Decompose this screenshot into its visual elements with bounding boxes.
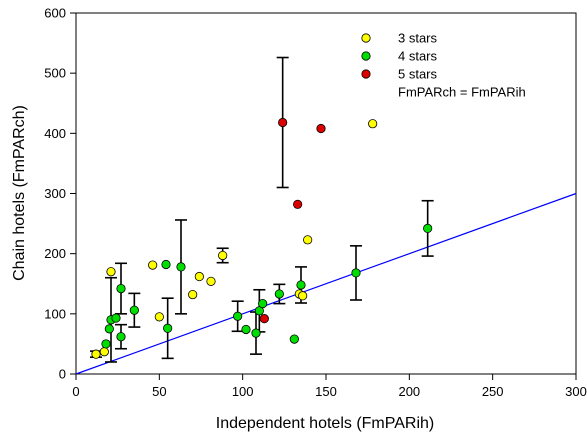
legend-marker: [361, 51, 371, 61]
data-point: [278, 117, 288, 128]
y-tick-label: 300: [44, 186, 66, 201]
x-tick-label: 100: [232, 384, 254, 399]
data-point: [129, 305, 139, 315]
axes: 0 50 100 150 200 250 300 0 100 200 300 400 500 600: [44, 6, 587, 400]
data-point: [194, 271, 204, 282]
data-point: [259, 314, 269, 324]
plot-area: [75, 12, 577, 375]
data-point: [206, 276, 216, 286]
data-point: [176, 262, 186, 272]
legend-label: 4 stars: [398, 49, 438, 64]
legend-marker: [361, 33, 371, 43]
x-axis-title: Independent hotels (FmPARih): [216, 415, 434, 432]
y-axis-title: Chain hotels (FmPARch): [11, 105, 28, 281]
legend-marker: [361, 69, 371, 79]
data-point: [188, 289, 198, 300]
data-point: [274, 289, 284, 299]
y-tick-label: 500: [44, 66, 66, 81]
data-points: [91, 117, 433, 359]
data-point: [298, 291, 308, 301]
plot-frame: [75, 12, 577, 375]
data-point: [316, 123, 326, 134]
data-point: [99, 347, 109, 357]
data-point: [154, 312, 164, 322]
legend-label: 3 stars: [398, 31, 438, 46]
data-point: [91, 349, 101, 359]
data-point: [351, 268, 361, 278]
data-point: [293, 199, 303, 209]
x-tick-label: 200: [398, 384, 420, 399]
legend-label: 5 stars: [398, 67, 438, 82]
data-point: [148, 260, 158, 270]
y-tick-label: 100: [44, 306, 66, 321]
data-point: [368, 119, 378, 129]
y-tick-label: 600: [44, 6, 66, 21]
data-point: [104, 324, 114, 334]
x-tick-label: 50: [152, 384, 166, 399]
data-point: [289, 334, 299, 344]
data-point: [116, 332, 126, 342]
y-tick-label: 0: [59, 367, 66, 382]
data-point: [106, 267, 116, 277]
data-point: [233, 311, 243, 321]
data-point: [258, 299, 268, 309]
data-point: [116, 283, 126, 294]
data-point: [296, 280, 306, 290]
y-tick-label: 400: [44, 126, 66, 141]
x-tick-label: 250: [482, 384, 504, 399]
data-point: [111, 313, 121, 323]
data-point: [101, 339, 111, 349]
data-point: [161, 259, 171, 270]
data-point: [423, 223, 433, 233]
x-tick-label: 0: [72, 384, 79, 399]
legend: 3 stars 4 stars 5 stars FmPARch = FmPARih: [361, 31, 526, 100]
data-point: [303, 235, 313, 245]
data-point: [241, 324, 251, 335]
y-tick-label: 200: [44, 246, 66, 261]
data-point: [163, 323, 173, 333]
x-tick-label: 150: [315, 384, 337, 399]
data-point: [218, 250, 228, 261]
x-tick-label: 300: [565, 384, 587, 399]
data-point: [251, 328, 261, 338]
reference-line: [75, 192, 577, 375]
legend-reference-label: FmPARch = FmPARih: [398, 85, 526, 100]
